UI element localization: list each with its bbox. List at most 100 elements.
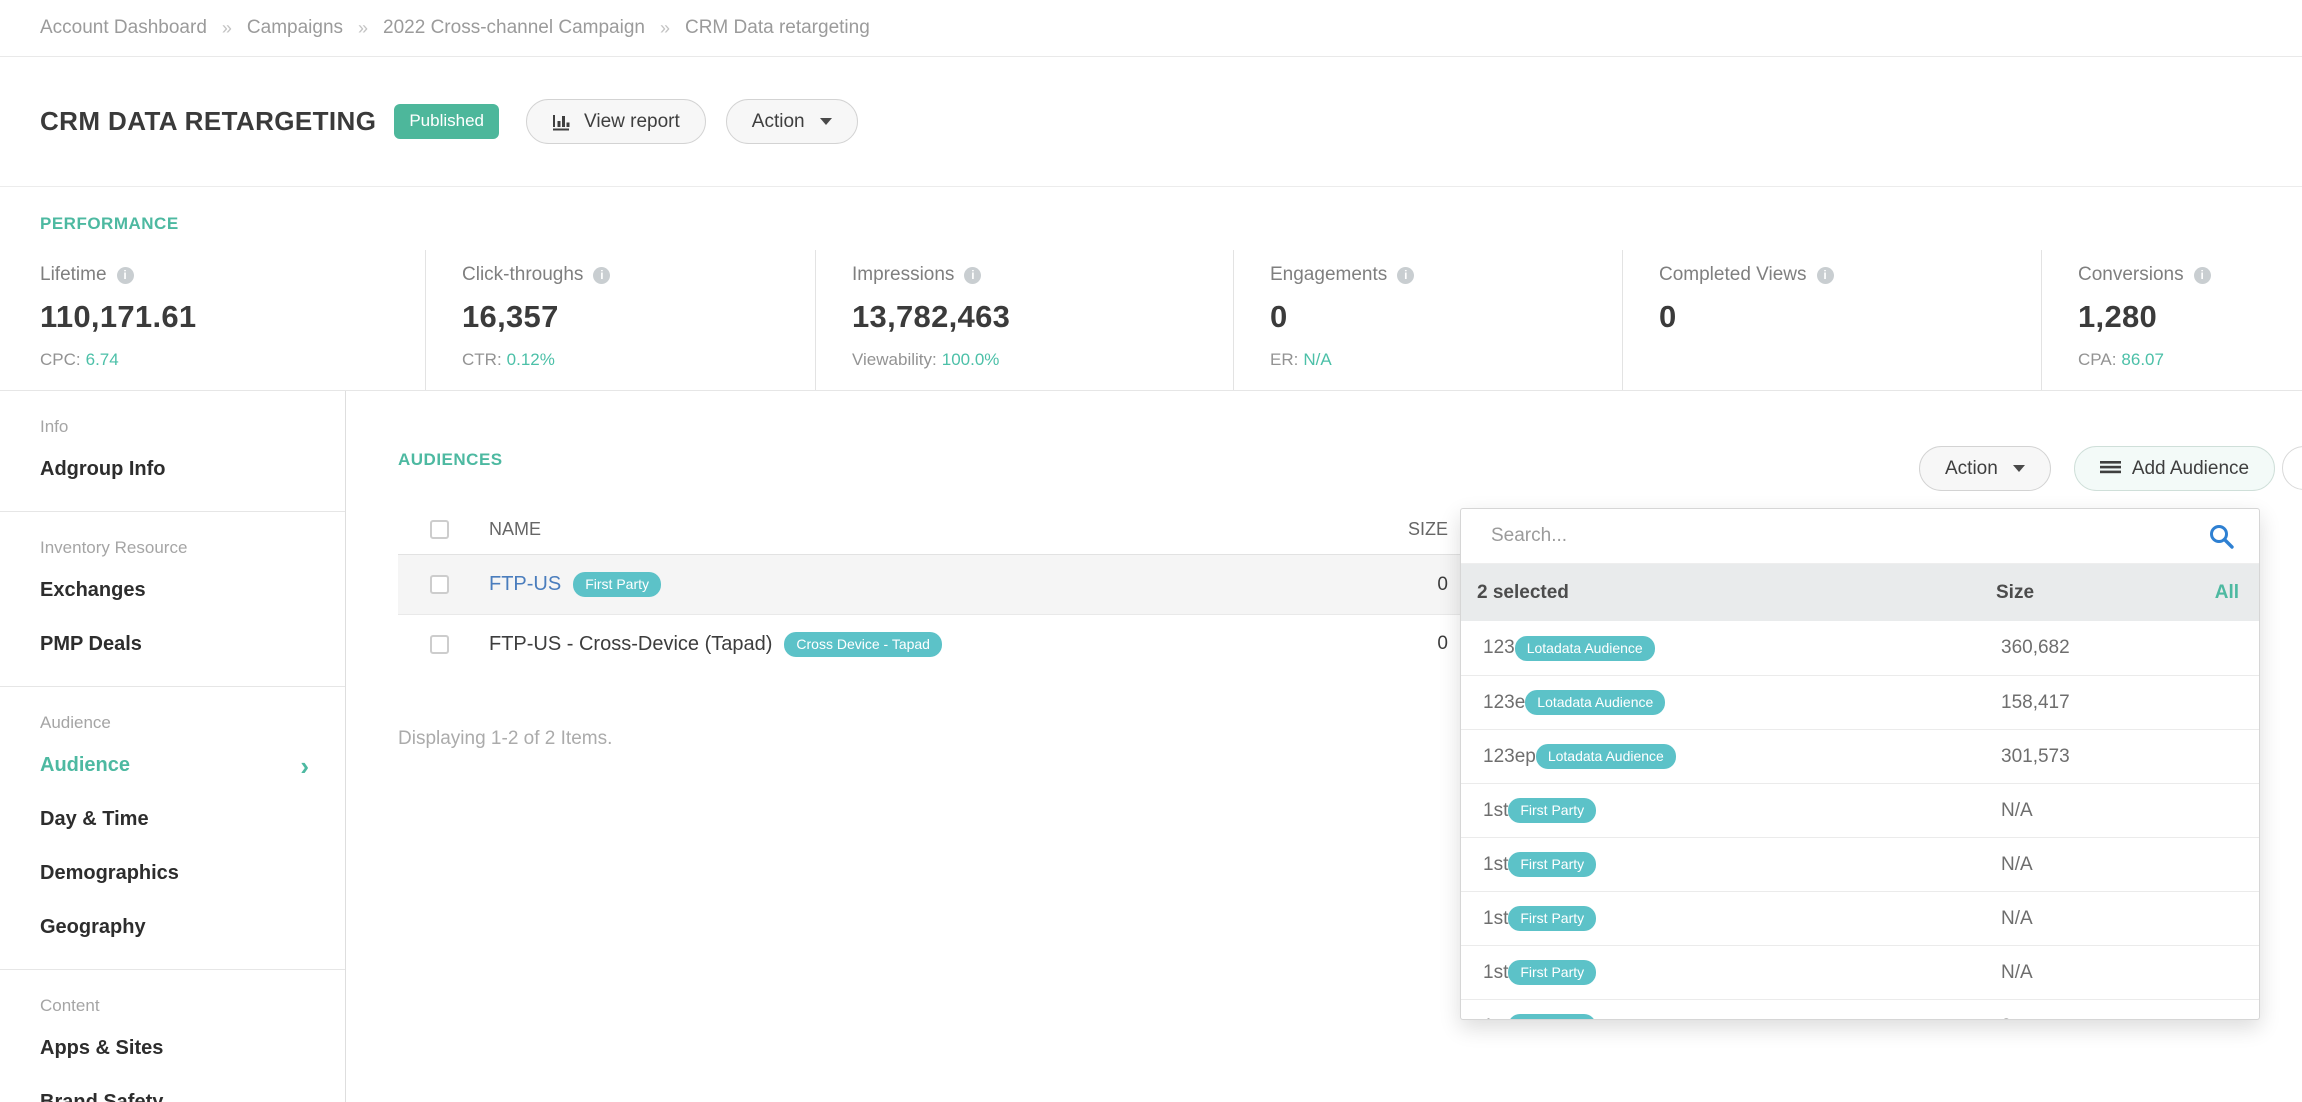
action-label: Action <box>752 111 805 133</box>
picker-row[interactable]: 1st First Party N/A <box>1461 945 2259 999</box>
picker-row[interactable]: 1st First Party N/A <box>1461 783 2259 837</box>
sidebar-group-content: Content Apps & Sites Brand Safety <box>0 970 345 1102</box>
picker-row[interactable]: 1st First Party N/A <box>1461 891 2259 945</box>
sidebar-item-exchanges[interactable]: Exchanges <box>40 579 309 602</box>
breadcrumb-account-dashboard[interactable]: Account Dashboard <box>40 17 207 39</box>
sidebar-group-label: Info <box>40 417 309 437</box>
sidebar-group-label: Inventory Resource <box>40 538 309 558</box>
picker-row[interactable]: 123 Lotadata Audience 360,682 <box>1461 621 2259 675</box>
metric-impressions: Impressions 13,782,463 Viewability:100.0… <box>815 250 1233 390</box>
sidebar-group-label: Audience <box>40 713 309 733</box>
audience-type-badge: Lotadata Audience <box>1536 744 1676 769</box>
select-all-checkbox[interactable] <box>430 520 449 539</box>
picker-size-column-label: Size <box>1996 582 2034 604</box>
audience-type-badge: First Party <box>1508 960 1596 985</box>
sidebar-item-day-time[interactable]: Day & Time <box>40 808 309 831</box>
metric-label: Impressions <box>852 264 954 286</box>
picker-row[interactable]: 123e Lotadata Audience 158,417 <box>1461 675 2259 729</box>
breadcrumb-separator-icon: » <box>358 18 368 39</box>
status-badge: Published <box>394 104 499 139</box>
performance-metrics: Lifetime 110,171.61 CPC:6.74 Click-throu… <box>0 250 2302 390</box>
metric-sub-value: 100.0% <box>942 350 1000 369</box>
adgroup-action-button[interactable]: Action <box>726 99 858 144</box>
metric-value: 1,280 <box>2078 299 2302 335</box>
sidebar-item-label: Apps & Sites <box>40 1037 163 1060</box>
picker-row-size: N/A <box>2001 962 2033 984</box>
info-icon[interactable] <box>1817 267 1834 284</box>
metric-label: Engagements <box>1270 264 1387 286</box>
sidebar-item-adgroup-info[interactable]: Adgroup Info <box>40 458 309 481</box>
audience-type-badge: First Party <box>1508 1014 1596 1020</box>
row-checkbox[interactable] <box>430 635 449 654</box>
picker-row-name: 123 <box>1483 637 1515 659</box>
bar-chart-icon <box>552 112 573 131</box>
sidebar-item-label: Adgroup Info <box>40 458 166 481</box>
info-icon[interactable] <box>117 267 134 284</box>
sidebar-item-label: Brand Safety <box>40 1091 163 1102</box>
performance-heading: PERFORMANCE <box>40 214 2302 234</box>
metric-value: 0 <box>1270 299 1622 335</box>
column-header-size: SIZE <box>1388 519 1448 540</box>
column-header-name: NAME <box>489 519 541 540</box>
metric-sub-label: Viewability: <box>852 350 937 369</box>
sidebar-item-brand-safety[interactable]: Brand Safety <box>40 1091 309 1102</box>
metric-value: 0 <box>1659 299 2041 335</box>
picker-row-name: 123e <box>1483 692 1525 714</box>
select-all-link[interactable]: All <box>2215 582 2239 604</box>
sidebar-group-inventory-resource: Inventory Resource Exchanges PMP Deals <box>0 512 345 687</box>
metric-label: Lifetime <box>40 264 107 286</box>
picker-row-name: 1st <box>1483 962 1508 984</box>
sidebar-item-pmp-deals[interactable]: PMP Deals <box>40 633 309 656</box>
selected-count: 2 selected <box>1477 582 1569 604</box>
audience-type-badge: First Party <box>1508 798 1596 823</box>
add-audience-button[interactable]: Add Audience <box>2074 446 2275 491</box>
audience-type-badge: First Party <box>1508 852 1596 877</box>
picker-row-size: 301,573 <box>2001 746 2070 768</box>
picker-row-size: 0 <box>2001 1016 2012 1021</box>
sidebar-group-audience: Audience Audience › Day & Time Demograph… <box>0 687 345 970</box>
picker-row-name: 1st <box>1483 800 1508 822</box>
search-icon[interactable] <box>2208 523 2235 550</box>
metric-sub-value: N/A <box>1303 350 1331 369</box>
picker-row-size: N/A <box>2001 800 2033 822</box>
audience-type-badge: Lotadata Audience <box>1525 690 1665 715</box>
audience-name-link[interactable]: FTP-US <box>489 573 561 596</box>
metric-click-throughs: Click-throughs 16,357 CTR:0.12% <box>425 250 815 390</box>
audience-size: 0 <box>1388 574 1448 596</box>
audiences-action-button[interactable]: Action <box>1919 446 2051 491</box>
breadcrumb-campaigns[interactable]: Campaigns <box>247 17 343 39</box>
metric-engagements: Engagements 0 ER:N/A <box>1233 250 1622 390</box>
metric-sub-label: CPA: <box>2078 350 2116 369</box>
info-icon[interactable] <box>1397 267 1414 284</box>
picker-row[interactable]: 123ep Lotadata Audience 301,573 <box>1461 729 2259 783</box>
search-input[interactable] <box>1491 525 2208 547</box>
metric-conversions: Conversions 1,280 CPA:86.07 <box>2041 250 2302 390</box>
sidebar-item-apps-sites[interactable]: Apps & Sites <box>40 1037 309 1060</box>
sidebar-item-demographics[interactable]: Demographics <box>40 862 309 885</box>
metric-label: Completed Views <box>1659 264 1807 286</box>
metric-sub-label: CPC: <box>40 350 81 369</box>
info-icon[interactable] <box>964 267 981 284</box>
info-icon[interactable] <box>2194 267 2211 284</box>
picker-header-row: 2 selected Size All <box>1461 564 2259 621</box>
audience-type-badge: First Party <box>1508 906 1596 931</box>
sidebar-item-label: PMP Deals <box>40 633 142 656</box>
add-audience-label: Add Audience <box>2132 458 2249 480</box>
row-checkbox[interactable] <box>430 575 449 594</box>
view-report-button[interactable]: View report <box>526 99 706 144</box>
metric-value: 110,171.61 <box>40 299 425 335</box>
sidebar-item-geography[interactable]: Geography <box>40 916 309 939</box>
breadcrumb-campaign[interactable]: 2022 Cross-channel Campaign <box>383 17 645 39</box>
picker-row[interactable]: 1st First Party N/A <box>1461 837 2259 891</box>
picker-row-name: 123ep <box>1483 746 1536 768</box>
info-icon[interactable] <box>593 267 610 284</box>
audiences-toolbar: Action Add Audience <box>1919 446 2275 491</box>
sidebar-item-audience[interactable]: Audience › <box>40 754 309 777</box>
picker-row[interactable]: 1st First Party 0 <box>1461 999 2259 1020</box>
metric-label: Click-throughs <box>462 264 583 286</box>
audience-type-badge: Cross Device - Tapad <box>784 632 942 657</box>
breadcrumb-adgroup[interactable]: CRM Data retargeting <box>685 17 870 39</box>
adgroup-header: CRM DATA RETARGETING Published View repo… <box>0 57 2302 187</box>
sidebar-item-label: Day & Time <box>40 808 149 831</box>
settings-sidebar: Info Adgroup Info Inventory Resource Exc… <box>0 391 346 1102</box>
